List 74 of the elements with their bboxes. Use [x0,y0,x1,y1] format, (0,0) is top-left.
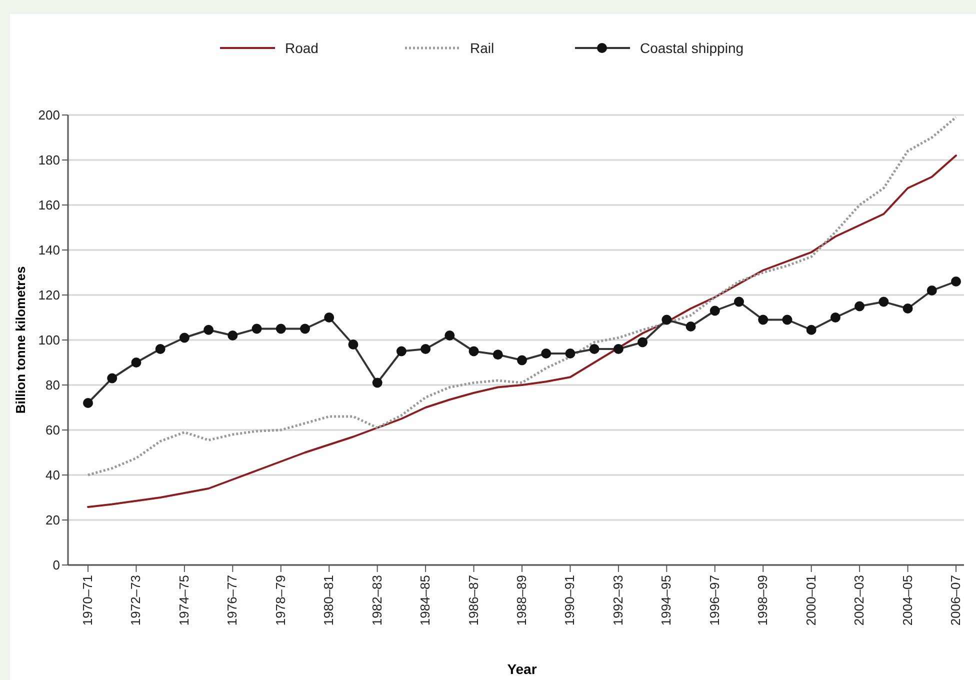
point [300,324,310,334]
point [83,398,93,408]
y-tick-label: 0 [52,558,60,573]
x-tick-label: 1984–85 [418,575,433,626]
y-tick-label: 60 [46,422,60,438]
x-tick-label: 1986–87 [466,575,481,626]
point [830,312,840,322]
x-tick-label: 1996–97 [706,575,722,626]
point [179,332,190,343]
x-tick-label: 2002–03 [852,575,867,626]
x-tick-label: 1990–91 [562,575,578,626]
y-tick-label: 40 [46,468,60,483]
point [902,304,913,314]
point [662,314,672,325]
line-series [87,154,957,508]
point [541,348,552,358]
point [420,344,431,354]
point [444,330,455,340]
x-tick-label: 1970–71 [80,575,95,626]
line-series [86,116,958,476]
point [324,312,334,322]
x-tick-label: 1974–75 [176,575,192,626]
x-tick-label: 1972–73 [128,575,144,626]
x-tick-label: 1976–77 [224,575,240,626]
point [613,344,624,354]
point [638,337,648,348]
legend-label: Coastal shipping [640,40,744,56]
x-axis-title: Year [507,661,538,677]
point [686,322,696,332]
point [758,314,768,325]
point [782,314,792,325]
point [926,286,937,296]
x-tick-label: 2000–01 [803,575,818,626]
x-tick-label: 1978–79 [272,575,288,626]
point [204,324,214,335]
y-tick-label: 200 [38,108,60,123]
y-tick-label: 80 [46,378,60,393]
point [276,324,286,334]
point [734,296,744,307]
point [565,348,576,358]
x-tick-label: 1982–83 [369,575,384,626]
point [348,340,358,350]
y-axis-title: Billion tonne kilometres [13,266,28,414]
x-tick-label: 1980–81 [321,575,336,626]
point [155,344,166,354]
x-tick-label: 1998–99 [755,575,770,626]
point [228,330,238,340]
y-tick-label: 120 [38,288,60,303]
point [252,324,262,334]
y-tick-label: 180 [38,152,60,168]
point [107,373,118,384]
x-tick-label: 2006–07 [948,575,963,626]
point [131,358,142,368]
y-tick-label: 160 [38,198,60,213]
point [806,324,816,335]
x-tick-label: 2004–05 [900,575,915,626]
point [710,306,720,316]
point [589,344,600,354]
point [468,346,479,356]
point [878,296,889,307]
point [854,301,865,312]
point [396,346,406,356]
y-tick-label: 100 [38,332,60,348]
y-tick-label: 140 [38,242,60,258]
x-tick-label: 1988–89 [514,575,529,626]
point [492,350,503,360]
legend-label: Road [285,40,318,56]
x-tick-label: 1994–95 [658,575,674,626]
point [951,276,961,286]
point [517,355,527,366]
y-tick-label: 20 [46,512,60,528]
x-tick-label: 1992–93 [610,575,626,626]
point [372,378,382,388]
legend-label: Rail [470,40,494,56]
